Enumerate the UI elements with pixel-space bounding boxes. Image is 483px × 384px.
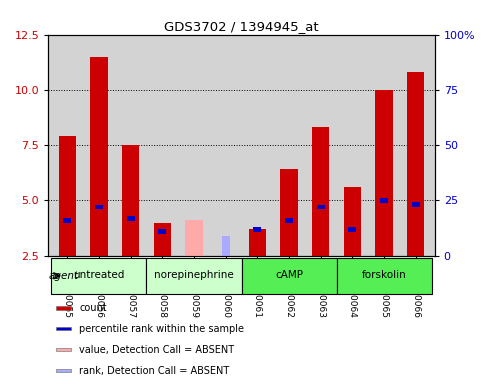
Bar xyxy=(312,127,329,256)
Bar xyxy=(146,258,242,294)
Bar xyxy=(407,72,425,256)
Bar xyxy=(154,223,171,256)
Bar xyxy=(249,229,266,256)
Bar xyxy=(337,258,431,294)
Bar xyxy=(90,57,108,256)
Bar xyxy=(185,220,203,256)
Bar xyxy=(63,218,71,223)
Bar xyxy=(412,202,420,207)
Title: GDS3702 / 1394945_at: GDS3702 / 1394945_at xyxy=(164,20,319,33)
Bar xyxy=(158,229,166,234)
Bar xyxy=(254,227,261,232)
Text: norepinephrine: norepinephrine xyxy=(154,270,234,280)
Text: cAMP: cAMP xyxy=(275,270,303,280)
Bar xyxy=(58,136,76,256)
Bar xyxy=(122,145,140,256)
Bar xyxy=(317,205,325,210)
Text: rank, Detection Call = ABSENT: rank, Detection Call = ABSENT xyxy=(79,366,229,376)
Bar xyxy=(52,258,146,294)
Bar xyxy=(343,187,361,256)
Text: untreated: untreated xyxy=(73,270,125,280)
Bar xyxy=(56,306,71,310)
Bar xyxy=(56,369,71,372)
Bar xyxy=(222,236,229,256)
Bar xyxy=(56,327,71,331)
Text: value, Detection Call = ABSENT: value, Detection Call = ABSENT xyxy=(79,345,234,355)
Bar xyxy=(348,227,356,232)
Bar xyxy=(95,205,103,210)
Bar xyxy=(380,198,388,203)
Bar xyxy=(56,348,71,351)
Bar xyxy=(285,218,293,223)
Text: forskolin: forskolin xyxy=(362,270,406,280)
Text: count: count xyxy=(79,303,107,313)
Bar xyxy=(127,216,135,220)
Bar xyxy=(242,258,337,294)
Bar xyxy=(280,169,298,256)
Text: agent: agent xyxy=(49,271,79,281)
Bar xyxy=(375,90,393,256)
Text: percentile rank within the sample: percentile rank within the sample xyxy=(79,324,244,334)
